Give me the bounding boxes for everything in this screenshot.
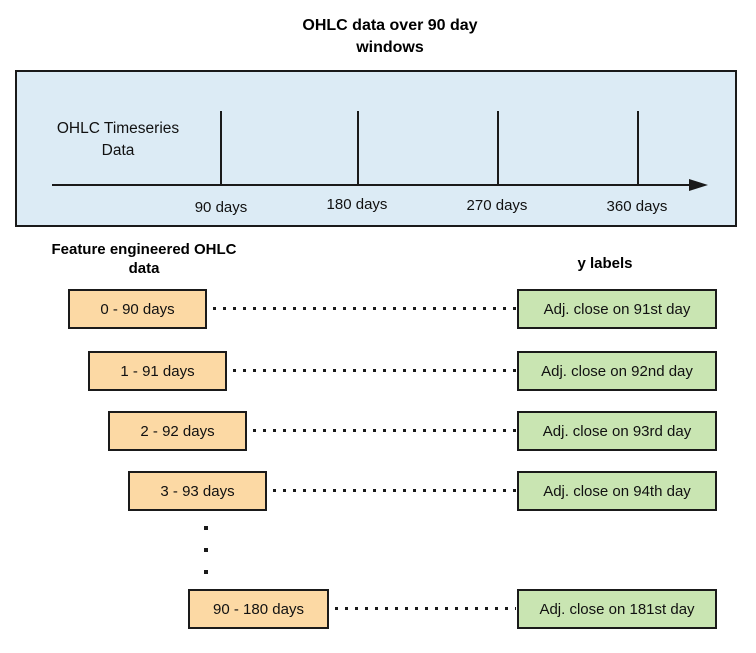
ellipsis-dot [204, 526, 208, 530]
dotted-connector-3 [253, 429, 516, 432]
ylabels-header: y labels [577, 255, 633, 272]
feature-window-box-1: 0 - 90 days [68, 289, 207, 329]
y-label-box-2: Adj. close on 92nd day [517, 351, 717, 391]
feature-window-box-5: 90 - 180 days [188, 589, 329, 629]
tick-label-180-days: 180 days [326, 196, 388, 213]
dotted-connector-5 [335, 607, 516, 610]
timeline-tick-90 [220, 111, 222, 185]
features-header: Feature engineered OHLC data [28, 240, 260, 278]
tick-label-270-days: 270 days [466, 197, 528, 214]
y-label-box-4: Adj. close on 94th day [517, 471, 717, 511]
feature-window-box-3: 2 - 92 days [108, 411, 247, 451]
features-header-line2: data [128, 260, 160, 277]
dotted-connector-2 [233, 369, 516, 372]
arrow-right-icon [689, 179, 708, 191]
timeline-tick-180 [357, 111, 359, 185]
y-label-box-1: Adj. close on 91st day [517, 289, 717, 329]
tick-label-90-days: 90 days [194, 199, 248, 216]
y-label-box-3: Adj. close on 93rd day [517, 411, 717, 451]
diagram-title-line1: OHLC data over 90 day [302, 17, 478, 34]
timeline-axis [52, 184, 692, 186]
diagram-title: OHLC data over 90 day windows [178, 15, 602, 59]
features-header-line1: Feature engineered OHLC [51, 241, 237, 258]
timeline-tick-270 [497, 111, 499, 185]
feature-window-box-4: 3 - 93 days [128, 471, 267, 511]
timeline-tick-360 [637, 111, 639, 185]
dotted-connector-1 [213, 307, 516, 310]
dotted-connector-4 [273, 489, 516, 492]
tick-label-360-days: 360 days [606, 198, 668, 215]
ellipsis-dot [204, 548, 208, 552]
timeline-panel-label-line2: Data [101, 142, 135, 159]
feature-window-box-2: 1 - 91 days [88, 351, 227, 391]
timeline-panel-label: OHLC Timeseries Data [25, 118, 211, 162]
y-label-box-5: Adj. close on 181st day [517, 589, 717, 629]
timeline-panel: OHLC Timeseries Data 90 days 180 days 27… [15, 70, 737, 227]
ellipsis-dot [204, 570, 208, 574]
diagram-title-line2: windows [356, 39, 424, 56]
timeline-panel-label-line1: OHLC Timeseries [56, 120, 180, 137]
